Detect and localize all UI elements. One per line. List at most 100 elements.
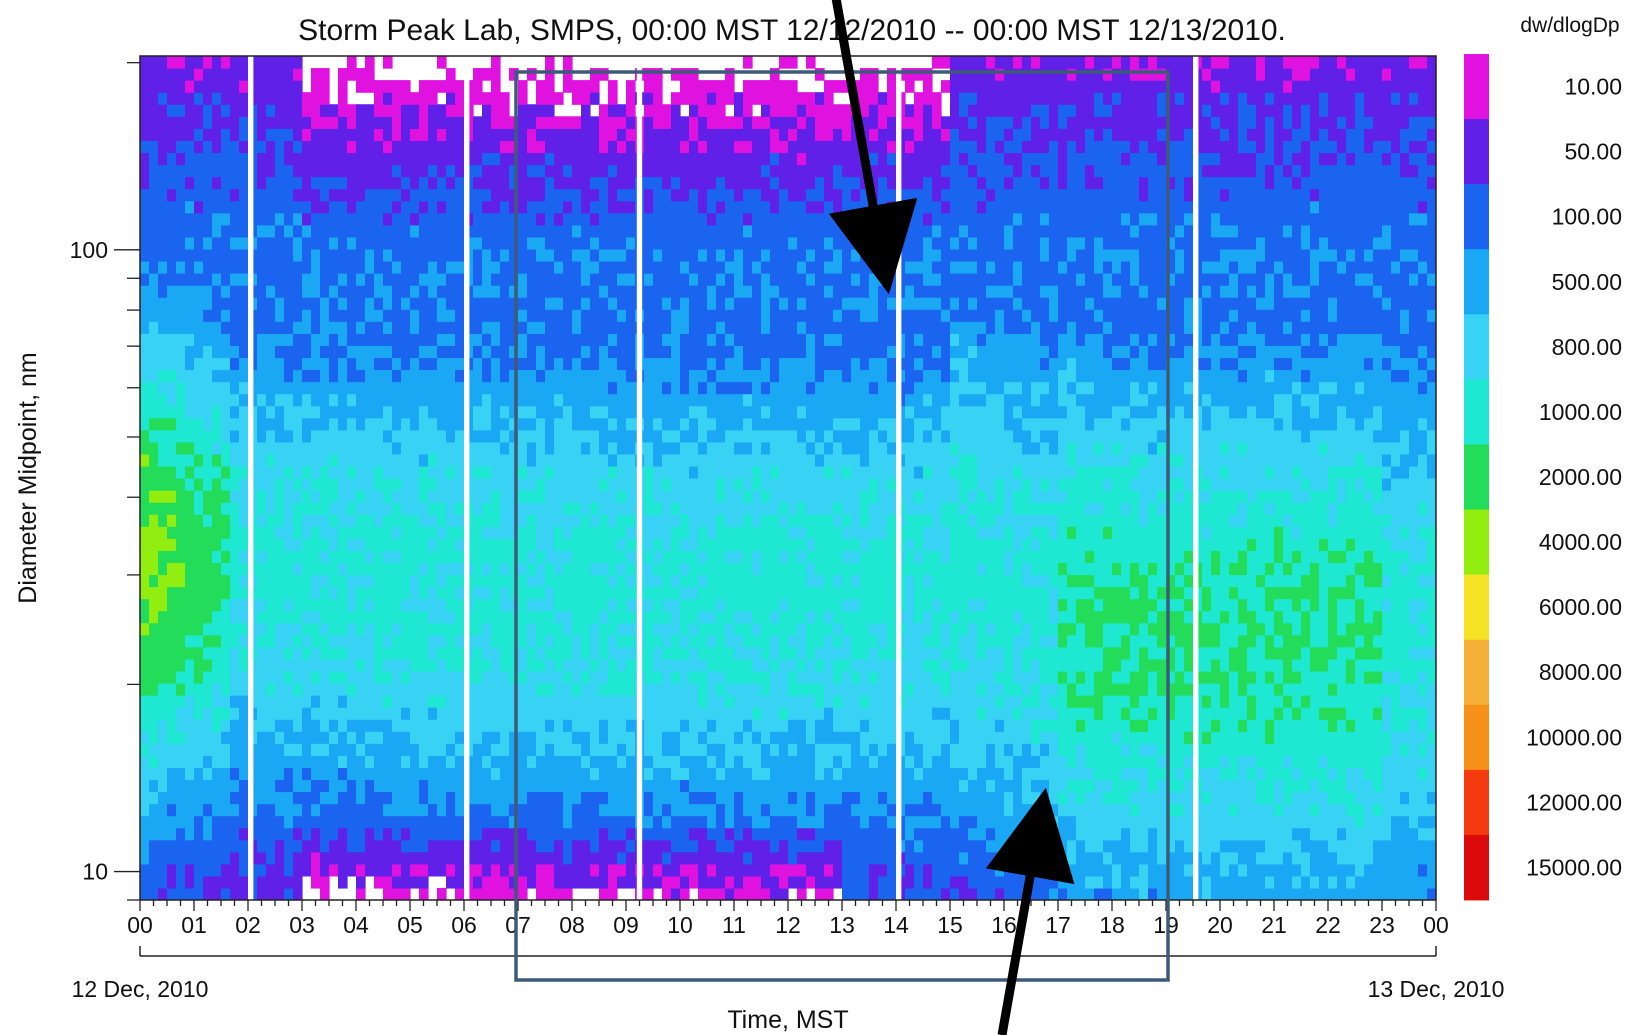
heatmap-cell bbox=[221, 490, 231, 503]
heatmap-cell bbox=[671, 116, 681, 129]
heatmap-cell bbox=[383, 827, 393, 841]
heatmap-cell bbox=[338, 755, 348, 768]
heatmap-cell bbox=[698, 719, 708, 732]
heatmap-cell bbox=[419, 405, 429, 419]
heatmap-cell bbox=[545, 743, 555, 756]
heatmap-cell bbox=[707, 212, 717, 226]
heatmap-cell bbox=[572, 393, 582, 407]
heatmap-cell bbox=[392, 152, 402, 166]
heatmap-cell bbox=[545, 767, 555, 781]
heatmap-cell bbox=[698, 104, 708, 117]
heatmap-cell bbox=[374, 273, 384, 286]
heatmap-cell bbox=[716, 598, 726, 612]
heatmap-cell bbox=[482, 610, 492, 624]
heatmap-cell bbox=[626, 670, 636, 684]
heatmap-cell bbox=[212, 622, 222, 636]
heatmap-cell bbox=[671, 695, 681, 708]
heatmap-cell bbox=[383, 851, 393, 865]
heatmap-cell bbox=[203, 815, 213, 829]
heatmap-cell bbox=[545, 887, 555, 900]
heatmap-cell bbox=[419, 574, 429, 588]
heatmap-cell bbox=[653, 333, 663, 346]
heatmap-cell bbox=[698, 248, 708, 262]
heatmap-cell bbox=[383, 345, 393, 359]
heatmap-cell bbox=[221, 875, 231, 889]
heatmap-cell bbox=[266, 140, 276, 154]
heatmap-cell bbox=[536, 417, 546, 431]
heatmap-cell bbox=[374, 767, 384, 781]
heatmap-cell bbox=[788, 321, 798, 334]
heatmap-cell bbox=[356, 405, 366, 419]
heatmap-cell bbox=[428, 417, 438, 431]
heatmap-cell bbox=[140, 743, 150, 756]
heatmap-cell bbox=[293, 598, 303, 612]
heatmap-cell bbox=[509, 369, 519, 383]
heatmap-cell bbox=[194, 622, 204, 636]
heatmap-cell bbox=[302, 381, 312, 395]
heatmap-cell bbox=[599, 369, 609, 383]
heatmap-cell bbox=[689, 803, 699, 817]
heatmap-cell bbox=[563, 248, 573, 262]
heatmap-cell bbox=[176, 224, 186, 238]
heatmap-cell bbox=[608, 333, 618, 346]
heatmap-cell bbox=[581, 248, 591, 262]
heatmap-cell bbox=[329, 791, 339, 805]
heatmap-cell bbox=[788, 236, 798, 250]
heatmap-cell bbox=[320, 260, 330, 274]
heatmap-cell bbox=[770, 682, 780, 696]
heatmap-cell bbox=[743, 393, 753, 407]
heatmap-cell bbox=[437, 514, 447, 527]
heatmap-cell bbox=[518, 345, 528, 359]
heatmap-cell bbox=[617, 550, 627, 563]
heatmap-cell bbox=[374, 260, 384, 274]
heatmap-cell bbox=[680, 622, 690, 636]
heatmap-cell bbox=[194, 236, 204, 250]
heatmap-cell bbox=[788, 140, 798, 154]
heatmap-cell bbox=[455, 682, 465, 696]
heatmap-cell bbox=[779, 755, 789, 768]
heatmap-cell bbox=[365, 658, 375, 672]
heatmap-cell bbox=[221, 526, 231, 539]
heatmap-cell bbox=[581, 176, 591, 190]
heatmap-cell bbox=[194, 634, 204, 648]
heatmap-cell bbox=[626, 514, 636, 527]
heatmap-cell bbox=[212, 646, 222, 660]
heatmap-cell bbox=[554, 622, 564, 636]
heatmap-cell bbox=[419, 285, 429, 298]
heatmap-cell bbox=[185, 779, 195, 793]
heatmap-cell bbox=[590, 695, 600, 708]
heatmap-cell bbox=[527, 285, 537, 298]
heatmap-cell bbox=[167, 839, 177, 853]
heatmap-cell bbox=[212, 248, 222, 262]
heatmap-cell bbox=[392, 755, 402, 768]
heatmap-cell bbox=[653, 791, 663, 805]
heatmap-cell bbox=[473, 248, 483, 262]
heatmap-cell bbox=[716, 128, 726, 141]
heatmap-cell bbox=[275, 273, 285, 286]
heatmap-cell bbox=[509, 405, 519, 419]
heatmap-cell bbox=[275, 297, 285, 310]
heatmap-cell bbox=[311, 68, 321, 81]
heatmap-cell bbox=[176, 465, 186, 479]
heatmap-cell bbox=[410, 767, 420, 781]
heatmap-cell bbox=[455, 441, 465, 455]
heatmap-cell bbox=[311, 224, 321, 238]
heatmap-cell bbox=[707, 695, 717, 708]
heatmap-cell bbox=[338, 875, 348, 889]
heatmap-cell bbox=[338, 670, 348, 684]
heatmap-cell bbox=[725, 417, 735, 431]
heatmap-cell bbox=[401, 212, 411, 226]
heatmap-cell bbox=[365, 538, 375, 551]
heatmap-cell bbox=[770, 514, 780, 527]
heatmap-cell bbox=[302, 212, 312, 226]
heatmap-cell bbox=[500, 815, 510, 829]
heatmap-cell bbox=[311, 658, 321, 672]
heatmap-cell bbox=[527, 658, 537, 672]
heatmap-cell bbox=[176, 851, 186, 865]
heatmap-cell bbox=[221, 538, 231, 551]
heatmap-cell bbox=[626, 707, 636, 720]
heatmap-cell bbox=[527, 562, 537, 576]
heatmap-cell bbox=[797, 887, 807, 900]
heatmap-cell bbox=[455, 104, 465, 117]
heatmap-cell bbox=[626, 104, 636, 117]
